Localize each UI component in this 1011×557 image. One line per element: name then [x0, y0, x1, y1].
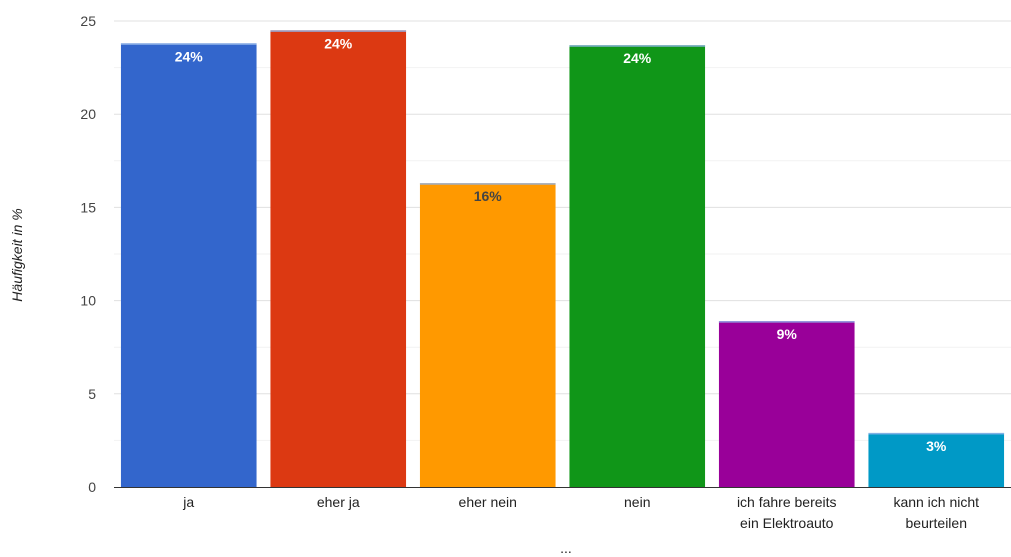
bar-5 — [718, 321, 855, 487]
data-label: 16% — [474, 188, 503, 204]
bar-1 — [120, 43, 257, 487]
bar-top-edge — [569, 45, 706, 47]
x-category-label: eher ja — [317, 494, 360, 510]
bar-6 — [868, 432, 1005, 487]
bar-2 — [270, 30, 407, 487]
bar-top-edge — [270, 30, 407, 32]
bar-top-edge — [718, 321, 855, 323]
x-category-label: ja — [182, 494, 194, 510]
x-category-label: eher nein — [459, 494, 517, 510]
x-category-label: ich fahre bereits ein Elektroauto — [737, 494, 837, 531]
bar-top-edge — [868, 432, 1005, 435]
bars — [120, 30, 1005, 488]
bar-top-edge — [419, 183, 556, 185]
y-tick-label: 10 — [80, 293, 96, 309]
bar-top-edge — [120, 43, 257, 45]
bar-3 — [419, 183, 556, 487]
data-labels: 24% 24% 16% 24% 9% 3% — [175, 35, 947, 454]
x-category-label: nein — [624, 494, 650, 510]
y-tick-label: 25 — [80, 13, 96, 29]
data-label: 3% — [926, 438, 947, 454]
x-category-label: kann ich nicht beurteilen — [893, 494, 979, 531]
y-axis-ticks: 0 5 10 15 20 25 — [80, 13, 96, 495]
gridlines — [114, 20, 1011, 441]
data-label: 9% — [777, 326, 798, 342]
data-label: 24% — [175, 48, 204, 64]
x-axis-title: ... — [560, 540, 572, 556]
y-tick-label: 15 — [80, 199, 96, 215]
bar-4 — [569, 45, 706, 488]
data-label: 24% — [623, 50, 652, 66]
y-axis-title: Häufigkeit in % — [9, 208, 25, 301]
y-tick-label: 5 — [88, 386, 96, 402]
data-label: 24% — [324, 35, 353, 51]
y-tick-label: 0 — [88, 479, 96, 495]
y-tick-label: 20 — [80, 106, 96, 122]
x-axis-categories: ja eher ja eher nein nein ich fahre bereits e… — [182, 494, 979, 531]
